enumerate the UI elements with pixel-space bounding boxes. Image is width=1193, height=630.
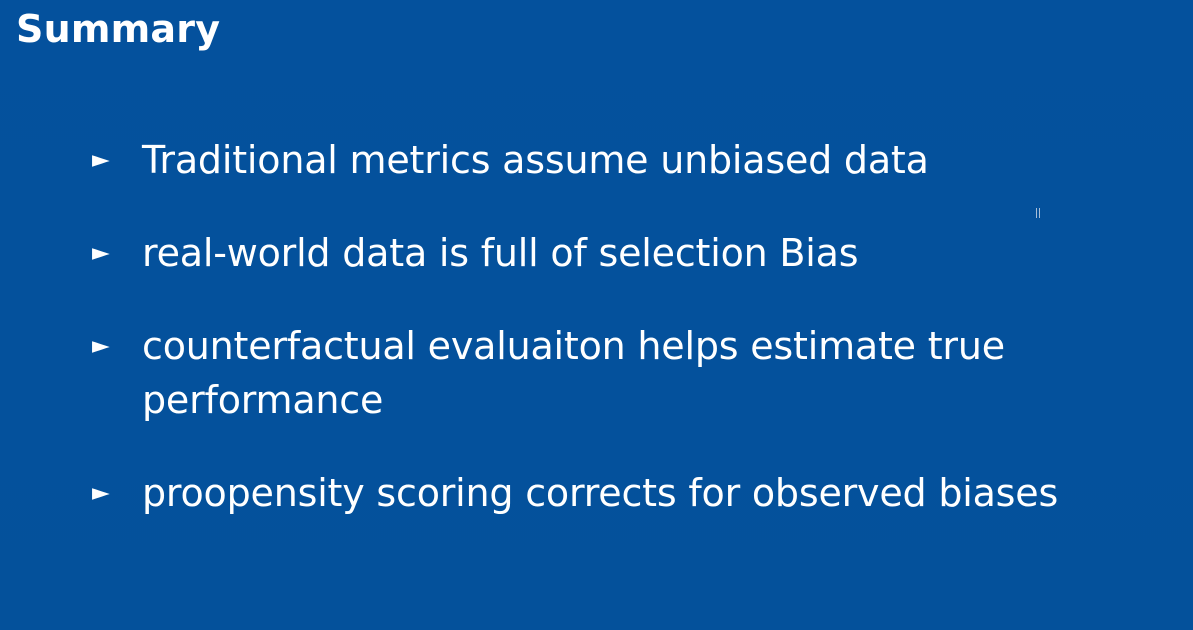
- bullet-text: proopensity scoring corrects for observe…: [142, 471, 1059, 515]
- triangle-bullet-icon: ►: [92, 240, 110, 266]
- triangle-bullet-icon: ►: [92, 480, 110, 506]
- bullet-text: Traditional metrics assume unbiased data: [142, 138, 929, 182]
- triangle-bullet-icon: ►: [92, 333, 110, 359]
- bullet-item: ► proopensity scoring corrects for obser…: [92, 466, 1172, 520]
- bullet-item: ► real-world data is full of selection B…: [92, 226, 1172, 280]
- text-cursor-icon: [1036, 208, 1040, 218]
- bullet-text: real-world data is full of selection Bia…: [142, 231, 859, 275]
- bullet-item: ► Traditional metrics assume unbiased da…: [92, 133, 1172, 187]
- slide-title: Summary: [16, 7, 221, 51]
- triangle-bullet-icon: ►: [92, 147, 110, 173]
- bullet-list: ► Traditional metrics assume unbiased da…: [92, 133, 1172, 559]
- bullet-item: ► counterfactual evaluaiton helps estima…: [92, 319, 1172, 427]
- bullet-text: counterfactual evaluaiton helps estimate…: [142, 324, 1005, 422]
